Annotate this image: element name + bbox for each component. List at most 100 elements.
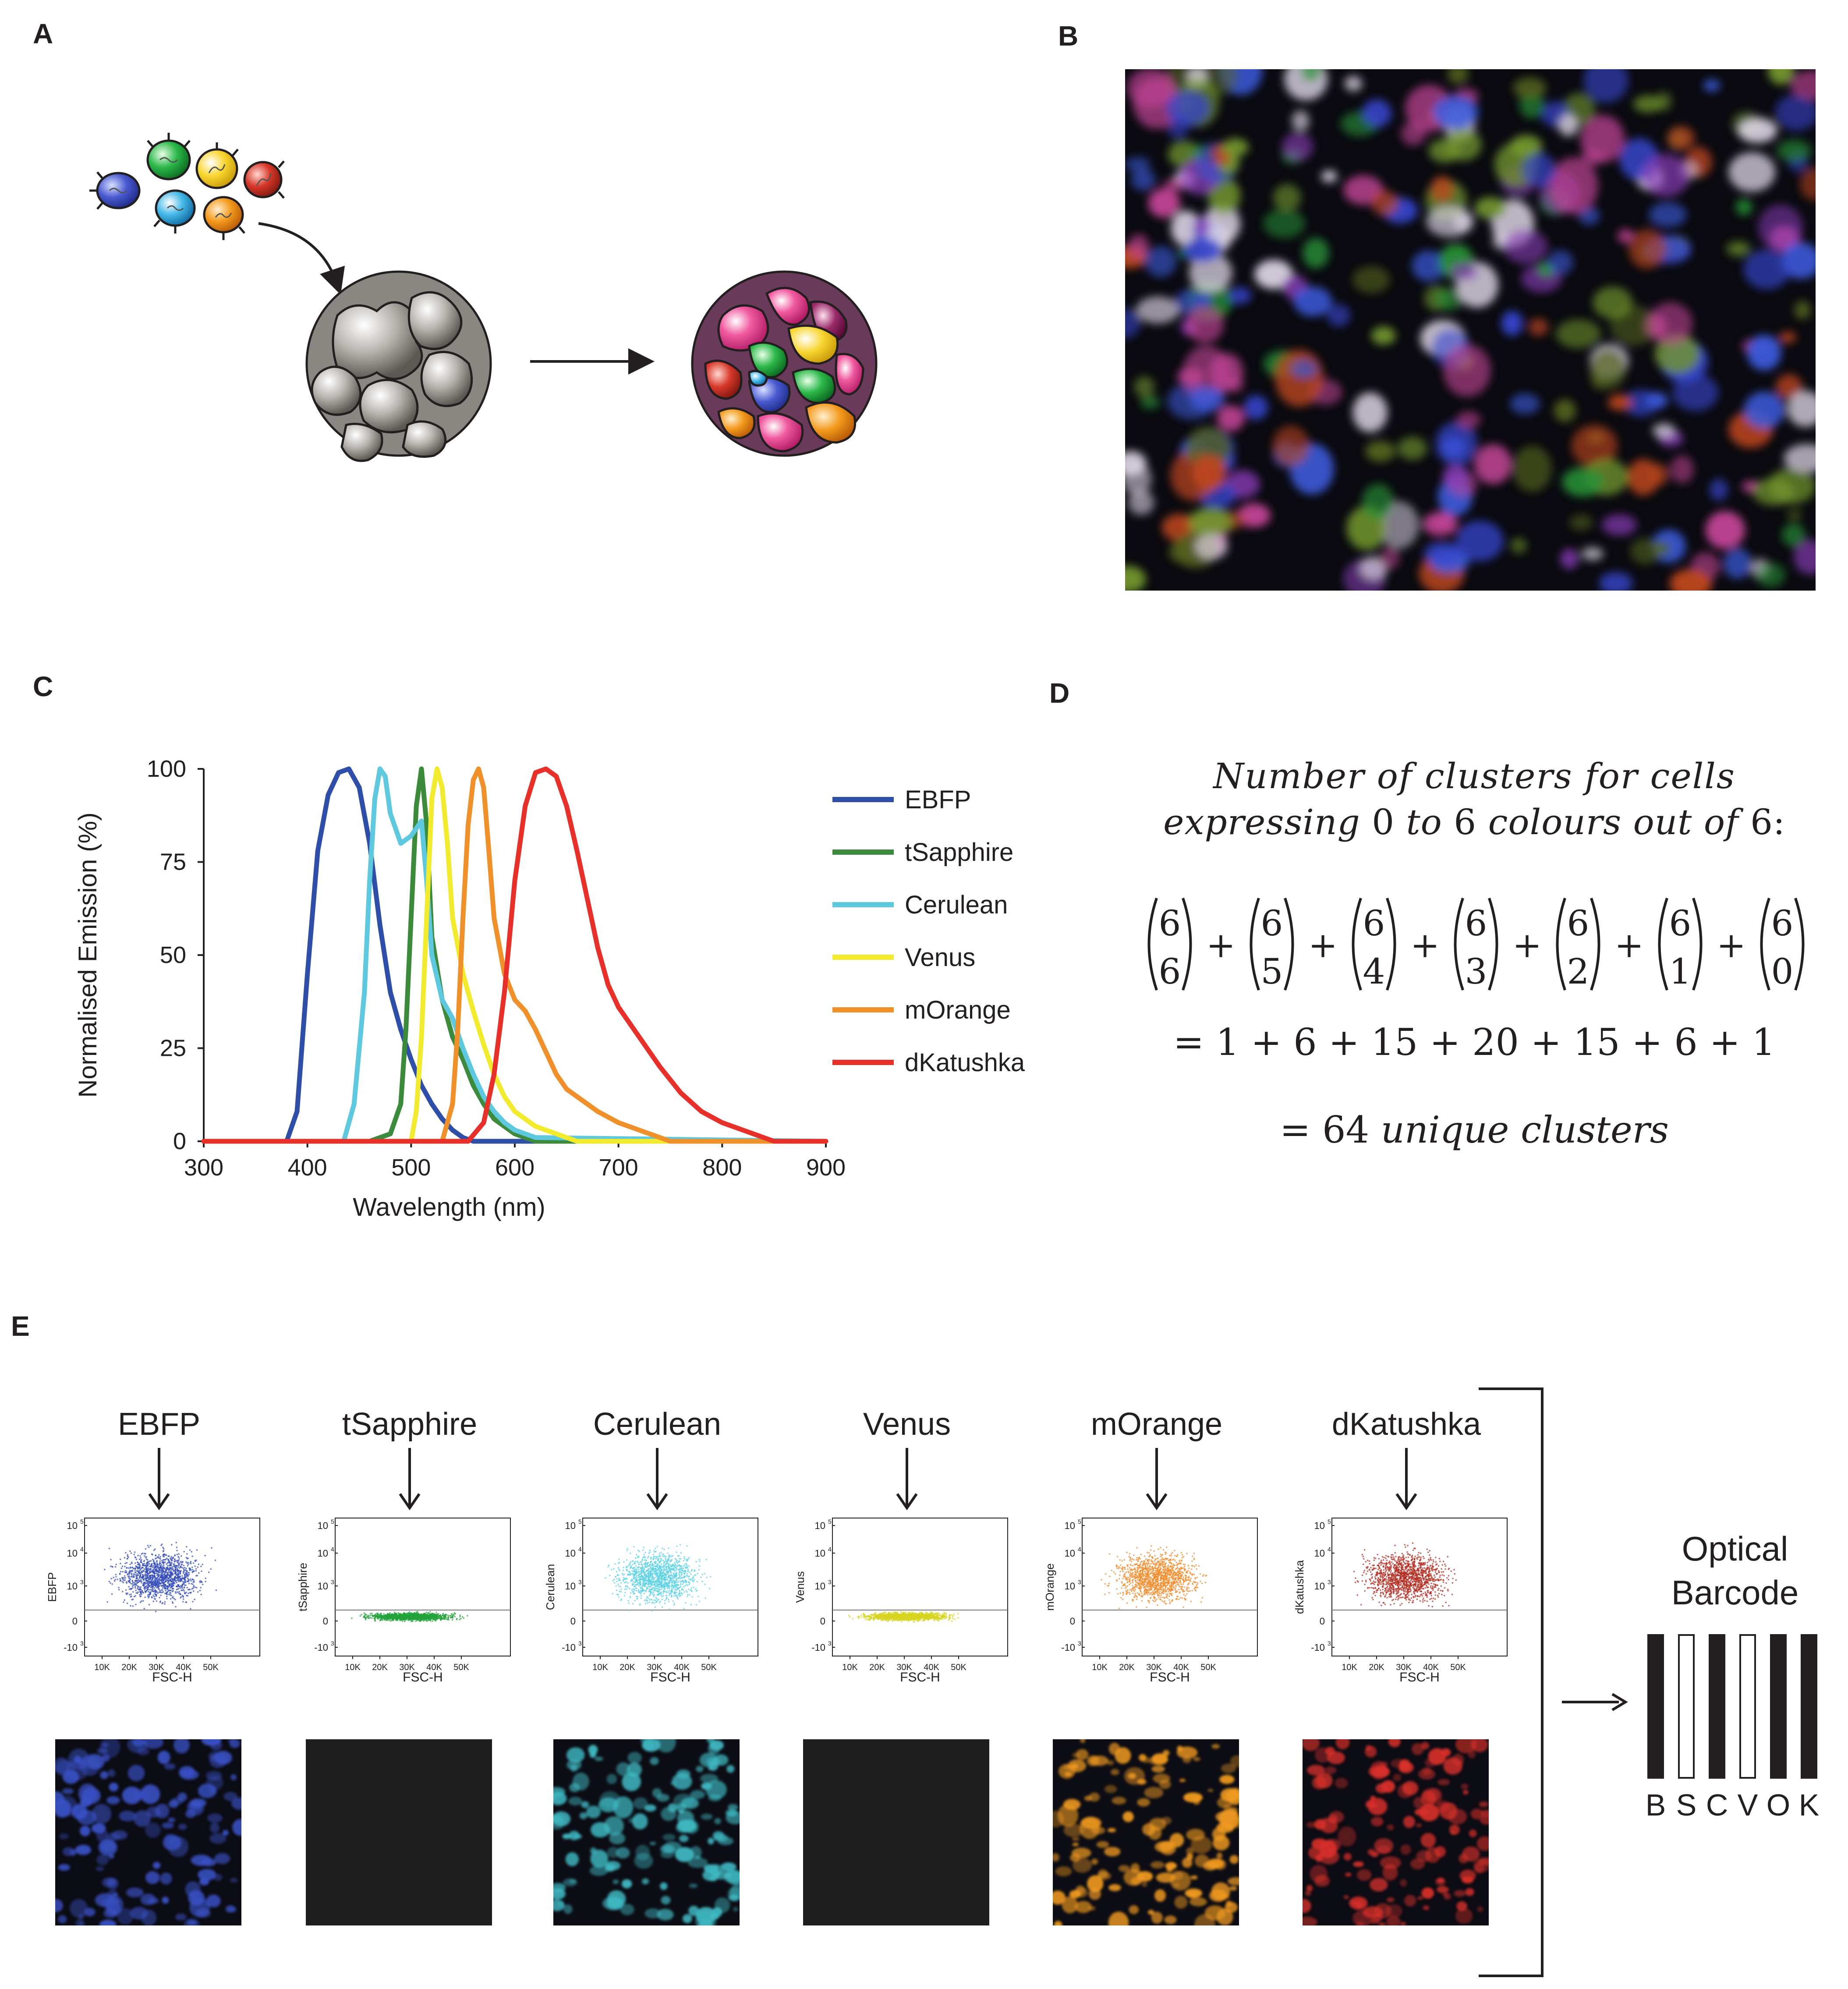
flow-y-tick: 10 <box>1065 1548 1075 1559</box>
flow-y-tick-exp: 3 <box>331 1640 334 1647</box>
cell-blob <box>1291 359 1318 379</box>
cell-blob <box>1583 69 1629 103</box>
binomial-6-choose-0: 60 <box>1760 898 1805 992</box>
flow-y-tick: 0 <box>1320 1616 1325 1627</box>
infection-arrow <box>258 222 345 295</box>
binomial-top: 6 <box>1159 903 1181 944</box>
x-tick-label: 400 <box>288 1154 327 1181</box>
legend-label-morange: mOrange <box>905 996 1011 1024</box>
cell-blob <box>1228 287 1252 304</box>
cell-blob <box>1145 246 1177 277</box>
flow-x-tick: 30K <box>149 1663 164 1672</box>
cell-blob <box>1528 318 1548 336</box>
binomial-6-choose-5: 65 <box>1250 898 1294 992</box>
colour-cell-cluster <box>691 270 878 457</box>
flow-y-tick: 10 <box>815 1581 825 1592</box>
flow-y-tick: 0 <box>323 1616 328 1627</box>
cell-blob <box>1272 425 1310 467</box>
y-axis-label: Normalised Emission (%) <box>74 812 102 1097</box>
cell-blob <box>1628 229 1666 269</box>
flow-population <box>104 1542 217 1613</box>
flow-y-tick: 10 <box>565 1581 576 1592</box>
cell-blob <box>1125 463 1152 495</box>
y-tick-label: 25 <box>160 1035 186 1062</box>
cell-blob <box>1743 249 1791 290</box>
micrograph-ebfp <box>55 1739 241 1925</box>
cell-blob <box>1556 319 1601 349</box>
flow-y-tick-exp: 3 <box>828 1578 832 1586</box>
cell-blob <box>1705 511 1745 549</box>
flow-x-label: FSC-H <box>1150 1670 1190 1682</box>
cell-blob <box>1646 392 1668 409</box>
cell-blob <box>1503 229 1548 264</box>
flow-x-label: FSC-H <box>1399 1670 1440 1682</box>
plus-sign: + <box>1206 925 1236 966</box>
cell-blob <box>1254 259 1293 289</box>
flow-y-tick-exp: 3 <box>1328 1640 1331 1647</box>
flow-y-tick: -10 <box>811 1642 825 1653</box>
flow-y-tick: 10 <box>1065 1520 1075 1531</box>
channel-title-cerulean: Cerulean <box>593 1407 722 1442</box>
flow-y-tick-exp: 4 <box>578 1546 582 1553</box>
cell-blob <box>1381 546 1400 569</box>
flow-x-label: FSC-H <box>900 1670 940 1682</box>
cell-blob <box>1371 326 1396 345</box>
cell-blob <box>1327 304 1351 327</box>
flow-x-tick: 20K <box>1369 1663 1384 1672</box>
flow-y-tick: 10 <box>815 1548 825 1559</box>
flow-x-tick: 20K <box>372 1663 388 1672</box>
flow-y-tick-exp: 4 <box>80 1546 84 1553</box>
cell-blob <box>1512 446 1552 492</box>
flow-y-tick-exp: 3 <box>331 1578 334 1586</box>
legend-label-ebfp: EBFP <box>905 786 971 814</box>
cell-blob <box>1649 464 1669 485</box>
bracket <box>1479 1387 1544 1977</box>
flow-y-label: EBFP <box>46 1572 59 1602</box>
channel-title-dkatushka: dKatushka <box>1331 1407 1481 1442</box>
cell-blob <box>1474 444 1512 484</box>
cell-blob <box>1447 69 1469 85</box>
flow-x-tick: 40K <box>1423 1663 1439 1672</box>
flow-y-tick-exp: 4 <box>1078 1546 1081 1553</box>
cell-blob <box>1165 90 1210 126</box>
panel-label-a: A <box>33 18 53 50</box>
cell-blob <box>1302 237 1329 269</box>
flow-x-tick: 50K <box>1200 1663 1216 1672</box>
micrograph-morange <box>1053 1739 1239 1925</box>
cell-blob <box>1735 198 1752 216</box>
barcode-letter-b: B <box>1645 1788 1666 1822</box>
flow-y-label: mOrange <box>1043 1563 1056 1610</box>
cell-blob <box>1747 335 1781 371</box>
barcode-bar-v <box>1739 1634 1756 1779</box>
x-tick-label: 700 <box>599 1154 638 1181</box>
cell-blob <box>1435 421 1478 467</box>
cell-blob <box>1617 229 1634 244</box>
cell-blob <box>1775 374 1803 400</box>
flow-y-tick: -10 <box>314 1642 328 1653</box>
binomial-bottom: 2 <box>1567 951 1590 992</box>
y-tick-label: 75 <box>160 849 186 875</box>
flow-y-tick-exp: 5 <box>1078 1518 1081 1525</box>
down-arrow <box>896 1448 918 1511</box>
cell-blob <box>1799 167 1816 201</box>
cell-blob <box>1562 467 1604 497</box>
cell-blob <box>1186 306 1224 343</box>
flow-x-tick: 10K <box>1342 1663 1357 1672</box>
cell-blob <box>1670 455 1694 484</box>
cell-blob <box>1226 376 1244 393</box>
cell-blob <box>1522 153 1556 187</box>
cell-blob <box>1455 520 1504 562</box>
cell-blob <box>1558 114 1579 137</box>
cell-blob <box>1371 190 1398 216</box>
flow-y-tick-exp: 5 <box>80 1518 84 1525</box>
cell-blob <box>1510 135 1543 158</box>
down-arrow <box>148 1448 170 1511</box>
flow-population <box>1353 1542 1457 1607</box>
cell-blob <box>1779 331 1796 343</box>
panel-a-schematic <box>89 133 878 462</box>
flow-y-tick: -10 <box>64 1642 78 1653</box>
flow-y-tick-exp: 3 <box>1078 1640 1081 1647</box>
x-axis-label: Wavelength (nm) <box>353 1193 545 1221</box>
